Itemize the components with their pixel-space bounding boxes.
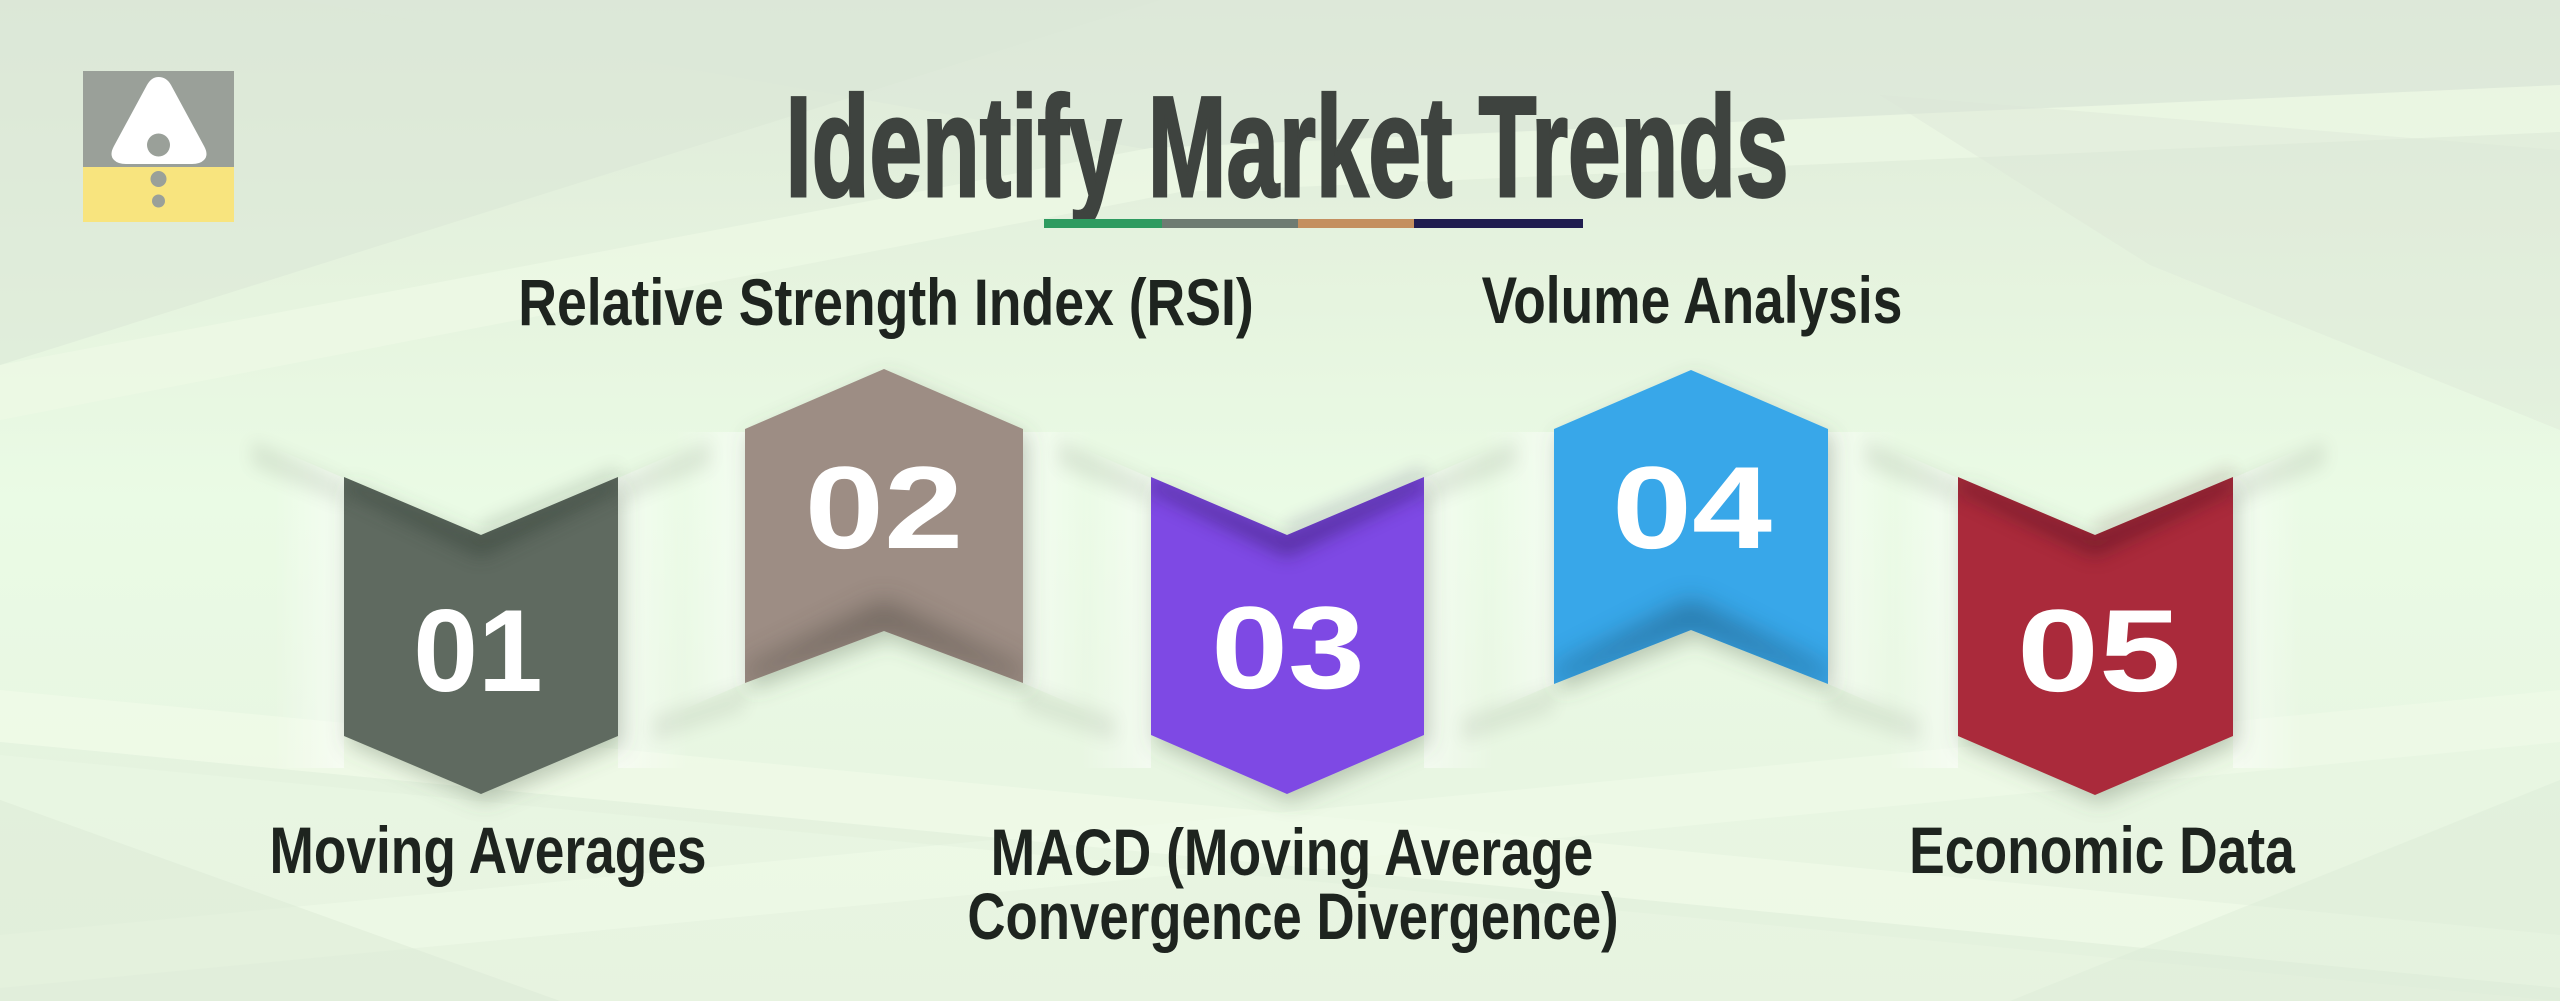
svg-text:04: 04 (1612, 442, 1772, 573)
svg-text:Volume Analysis: Volume Analysis (1482, 264, 1903, 338)
svg-text:02: 02 (805, 442, 964, 573)
svg-text:MACD (Moving Average: MACD (Moving Average (991, 816, 1594, 890)
svg-text:Moving Averages: Moving Averages (269, 814, 706, 888)
svg-text:Relative Strength Index (RSI): Relative Strength Index (RSI) (518, 266, 1253, 340)
svg-text:Identify Market Trends: Identify Market Trends (785, 66, 1788, 226)
svg-text:01: 01 (413, 585, 542, 716)
svg-text:Economic Data: Economic Data (1909, 814, 2295, 888)
svg-text:05: 05 (2017, 586, 2181, 716)
svg-text:03: 03 (1211, 583, 1365, 714)
svg-text:Convergence Divergence): Convergence Divergence) (967, 879, 1618, 953)
